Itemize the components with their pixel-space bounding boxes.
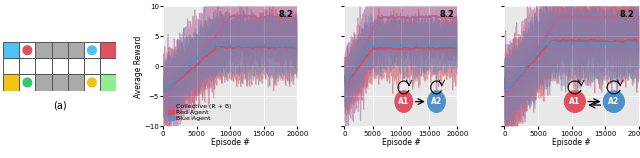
- Bar: [3, 58, 19, 74]
- Circle shape: [23, 46, 32, 55]
- Bar: [68, 42, 84, 58]
- Bar: [100, 58, 116, 74]
- Text: (a): (a): [53, 100, 67, 110]
- X-axis label: Episode #: Episode #: [381, 138, 420, 147]
- Bar: [3, 42, 19, 58]
- Bar: [19, 58, 35, 74]
- X-axis label: Episode #: Episode #: [211, 138, 250, 147]
- Bar: [84, 42, 100, 58]
- Bar: [68, 58, 84, 74]
- Bar: [100, 74, 116, 91]
- Bar: [19, 74, 35, 91]
- Bar: [84, 74, 100, 91]
- Bar: [35, 58, 52, 74]
- Text: 8.2: 8.2: [620, 10, 635, 19]
- Circle shape: [88, 78, 96, 87]
- Circle shape: [23, 78, 32, 87]
- X-axis label: Episode #: Episode #: [552, 138, 591, 147]
- Bar: [35, 74, 52, 91]
- Bar: [52, 58, 68, 74]
- Text: 8.2: 8.2: [278, 10, 293, 19]
- Legend: Collective (R + B), Red Agent, Blue Agent: Collective (R + B), Red Agent, Blue Agen…: [166, 102, 233, 123]
- Bar: [35, 42, 52, 58]
- Text: 8.2: 8.2: [439, 10, 454, 19]
- Bar: [19, 42, 35, 58]
- Bar: [52, 42, 68, 58]
- Bar: [68, 74, 84, 91]
- Y-axis label: Average Reward: Average Reward: [134, 35, 143, 97]
- Bar: [84, 58, 100, 74]
- Bar: [52, 74, 68, 91]
- Circle shape: [88, 46, 96, 55]
- Bar: [3, 74, 19, 91]
- Bar: [100, 42, 116, 58]
